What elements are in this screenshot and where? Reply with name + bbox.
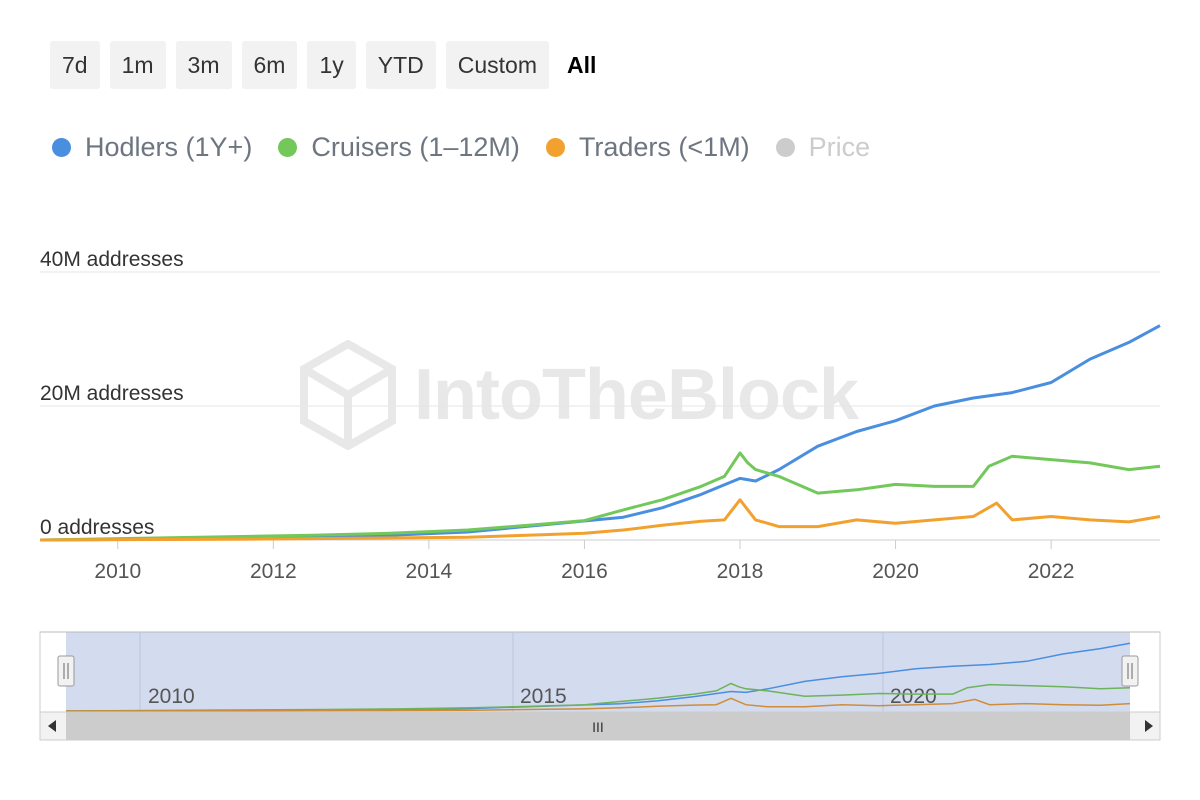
series-line-2 bbox=[39, 498, 1161, 542]
navigator: 2010 2015 2020 III bbox=[39, 631, 1161, 741]
legend-item-cruisers[interactable]: Cruisers (1‒12M) bbox=[278, 132, 520, 163]
navigator-series bbox=[65, 642, 1131, 712]
chart-legend: Hodlers (1Y+) Cruisers (1‒12M) Traders (… bbox=[52, 132, 870, 163]
range-ytd-button[interactable]: YTD bbox=[365, 41, 436, 89]
intotheblock-logo-icon bbox=[300, 340, 396, 450]
scrollbar-thumb[interactable] bbox=[66, 712, 1130, 740]
legend-dot-price bbox=[775, 138, 795, 157]
y-tick-label-2: 40M addresses bbox=[40, 248, 184, 271]
x-tick-label-2012: 2012 bbox=[250, 560, 297, 583]
legend-dot-hodlers bbox=[52, 138, 71, 157]
scrollbar-grip-icon: III bbox=[592, 719, 604, 735]
legend-label-traders: Traders (<1M) bbox=[578, 132, 750, 162]
x-tick-label-2020: 2020 bbox=[872, 560, 919, 583]
navigator-left-handle[interactable] bbox=[57, 655, 75, 687]
legend-dot-cruisers bbox=[278, 138, 298, 157]
range-all-button[interactable]: All bbox=[567, 51, 597, 78]
y-tick-label-1: 20M addresses bbox=[40, 382, 184, 405]
series-line-1 bbox=[39, 451, 1161, 542]
legend-item-traders[interactable]: Traders (<1M) bbox=[545, 132, 750, 163]
range-1m-button[interactable]: 1m bbox=[109, 41, 166, 89]
x-tick-label-2010: 2010 bbox=[94, 560, 141, 583]
legend-label-price: Price bbox=[808, 132, 871, 162]
watermark-text: IntoTheBlock bbox=[414, 355, 859, 435]
navigator-right-handle[interactable] bbox=[1121, 655, 1139, 687]
range-7d-button[interactable]: 7d bbox=[50, 41, 100, 89]
x-tick-label-2014: 2014 bbox=[406, 560, 453, 583]
navigator-label-2010: 2010 bbox=[148, 685, 195, 708]
legend-dot-traders bbox=[545, 138, 565, 157]
navigator-label-2020: 2020 bbox=[890, 685, 937, 708]
legend-item-hodlers[interactable]: Hodlers (1Y+) bbox=[52, 132, 252, 163]
legend-label-cruisers: Cruisers (1‒12M) bbox=[311, 132, 520, 162]
legend-item-price[interactable]: Price bbox=[775, 132, 871, 163]
range-3m-button[interactable]: 3m bbox=[175, 41, 232, 89]
range-6m-button[interactable]: 6m bbox=[241, 41, 298, 89]
series-line-0 bbox=[39, 324, 1161, 542]
x-tick-label-2018: 2018 bbox=[717, 560, 764, 583]
intotheblock-watermark: IntoTheBlock bbox=[300, 340, 859, 450]
scroll-left-arrow-icon[interactable] bbox=[48, 720, 56, 732]
main-plot: 0 addresses 20M addresses 40M addresses 201… bbox=[39, 248, 1161, 583]
navigator-selection[interactable] bbox=[66, 632, 1130, 712]
range-selector: 7d 1m 3m 6m 1y YTD Custom All bbox=[50, 41, 604, 89]
range-custom-button[interactable]: Custom bbox=[445, 41, 549, 89]
scroll-right-arrow-icon[interactable] bbox=[1145, 720, 1153, 732]
x-tick-label-2016: 2016 bbox=[561, 560, 608, 583]
y-tick-label-0: 0 addresses bbox=[40, 516, 154, 539]
navigator-series-line-1 bbox=[65, 682, 1131, 712]
legend-label-hodlers: Hodlers (1Y+) bbox=[85, 132, 253, 162]
navigator-label-2015: 2015 bbox=[520, 685, 567, 708]
navigator-series-line-2 bbox=[65, 697, 1131, 712]
range-1y-button[interactable]: 1y bbox=[307, 41, 356, 89]
x-tick-label-2022: 2022 bbox=[1028, 560, 1075, 583]
